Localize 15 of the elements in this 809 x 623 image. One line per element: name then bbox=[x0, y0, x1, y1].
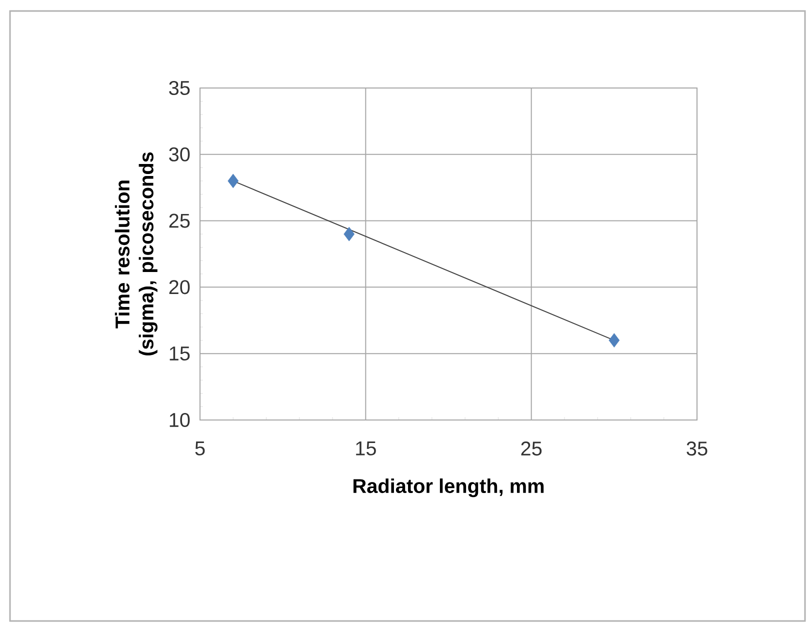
point bbox=[228, 174, 239, 188]
y-tick-label: 10 bbox=[170, 412, 190, 428]
x-tick-label: 25 bbox=[521, 442, 542, 456]
x-axis-title: Radiator length, mm bbox=[354, 478, 544, 498]
point bbox=[608, 333, 620, 348]
x-tick-label: 15 bbox=[356, 442, 376, 456]
y-tick-label: 20 bbox=[169, 280, 190, 294]
y-tick-label: 15 bbox=[170, 346, 190, 361]
y-tick-label: 25 bbox=[169, 214, 190, 228]
y-tick-label: 30 bbox=[169, 147, 190, 162]
y-tick-label: 35 bbox=[169, 80, 190, 96]
x-tick-label: 5 bbox=[195, 442, 205, 456]
point bbox=[344, 226, 355, 242]
x-tick-label: 35 bbox=[686, 442, 708, 456]
y-axis-title: Time resolution (sigma), picoseconds bbox=[114, 152, 158, 356]
